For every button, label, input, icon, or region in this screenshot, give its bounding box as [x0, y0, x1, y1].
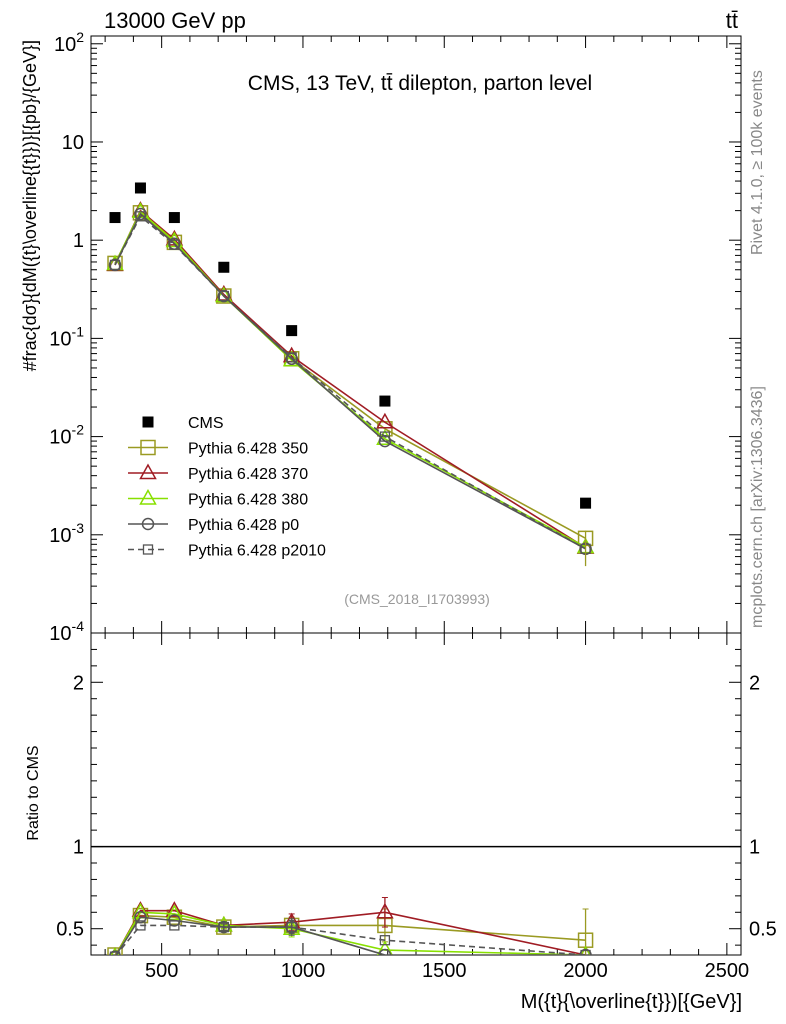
legend-marker: [142, 544, 154, 555]
data-point: [218, 261, 230, 273]
series-marker: [217, 289, 231, 303]
ratio-marker: [131, 901, 150, 917]
series-marker: [134, 207, 147, 221]
ratio-marker: [108, 950, 122, 955]
header-left: 13000 GeV pp: [104, 8, 246, 33]
ratio-marker: [135, 920, 146, 931]
series-marker: [218, 290, 229, 302]
y-tick-label: 10-2: [49, 422, 84, 449]
ratio-marker: [134, 910, 147, 924]
series-marker: [286, 352, 297, 363]
ratio-marker: [580, 949, 591, 955]
chart-title: CMS, 13 TeV, tt̄ dilepton, parton level: [248, 72, 592, 95]
y-tick-label: 10: [62, 132, 84, 154]
legend-marker: [140, 439, 156, 456]
header-right: tt̄: [726, 8, 738, 33]
ratio-marker: [109, 951, 121, 955]
series-line: [114, 211, 586, 540]
data-point: [580, 497, 592, 509]
ratio-marker: [580, 945, 591, 955]
mcplots-label: mcplots.cern.ch [arXiv:1306.3436]: [749, 386, 766, 628]
series-marker: [135, 211, 146, 222]
ratio-marker: [376, 902, 394, 919]
ratio-tick-label: 1: [73, 837, 84, 859]
y-tick-label: 102: [54, 29, 84, 56]
legend-label: Pythia 6.428 p2010: [188, 543, 326, 560]
ratio-tick-label: 2: [73, 672, 84, 694]
ratio-line: [115, 924, 586, 955]
ratio-series-group: [107, 897, 594, 955]
ratio-marker: [579, 948, 592, 955]
data-point: [109, 212, 121, 224]
main-series-group: [106, 182, 595, 567]
series-marker: [109, 259, 121, 271]
ratio-marker: [169, 920, 180, 931]
legend-marker-data: [142, 416, 154, 428]
x-tick-label: 1500: [422, 960, 467, 982]
legend-marker: [141, 517, 155, 531]
x-tick-label: 500: [145, 960, 178, 982]
x-tick-label: 2500: [705, 960, 750, 982]
ratio-marker: [165, 901, 184, 917]
legend-label-data: CMS: [188, 415, 224, 432]
legend-label: Pythia 6.428 350: [188, 441, 308, 458]
y-tick-label: 10-4: [49, 618, 84, 645]
legend-label: Pythia 6.428 380: [188, 492, 308, 509]
data-point: [379, 395, 391, 407]
ratio-marker: [217, 920, 231, 934]
data-point: [168, 212, 180, 224]
series-marker: [282, 350, 301, 367]
ratio-line: [115, 916, 586, 955]
y-tick-label: 1: [73, 230, 84, 252]
ratio-line: [115, 909, 586, 955]
series-line: [114, 209, 586, 549]
ratio-tick-label-right: 2: [749, 672, 760, 694]
ratio-marker: [165, 904, 184, 921]
ratio-plot-frame: [90, 632, 742, 956]
ratio-marker: [286, 921, 297, 933]
ratio-tick-label-right: 0.5: [749, 919, 777, 941]
series-line: [114, 212, 586, 550]
series-line: [114, 215, 586, 550]
series-marker: [108, 258, 122, 272]
data-point: [134, 182, 146, 194]
ratio-marker: [378, 948, 392, 955]
legend-label: Pythia 6.428 370: [188, 466, 308, 483]
y-tick-label: 10-1: [49, 323, 84, 350]
analysis-id: (CMS_2018_I1703993): [344, 591, 490, 607]
ratio-marker: [379, 935, 391, 946]
data-point: [286, 325, 298, 337]
series-marker: [379, 431, 391, 442]
ratio-tick-label: 0.5: [56, 919, 84, 941]
series-marker: [169, 239, 180, 250]
series-marker: [376, 412, 394, 429]
x-tick-label: 2000: [563, 960, 608, 982]
legend-marker: [139, 488, 157, 505]
ratio-tick-label-right: 1: [749, 837, 760, 859]
legend-marker: [139, 463, 157, 480]
series-line: [114, 210, 586, 548]
ratio-y-label: Ratio to CMS: [25, 745, 42, 840]
y-axis-label: #frac{dσ}{dM({t}\overline{{t}})}[{pb}/{G…: [20, 40, 40, 371]
y-tick-label: 10-3: [49, 520, 84, 547]
rivet-label: Rivet 4.1.0, ≥ 100k events: [749, 70, 766, 255]
x-tick-label: 1000: [281, 960, 326, 982]
ratio-marker: [376, 940, 393, 955]
x-axis-label: M({t}{\overline{t}})[{GeV}]: [521, 991, 742, 1013]
legend-label: Pythia 6.428 p0: [188, 517, 299, 534]
ratio-marker: [218, 921, 229, 933]
